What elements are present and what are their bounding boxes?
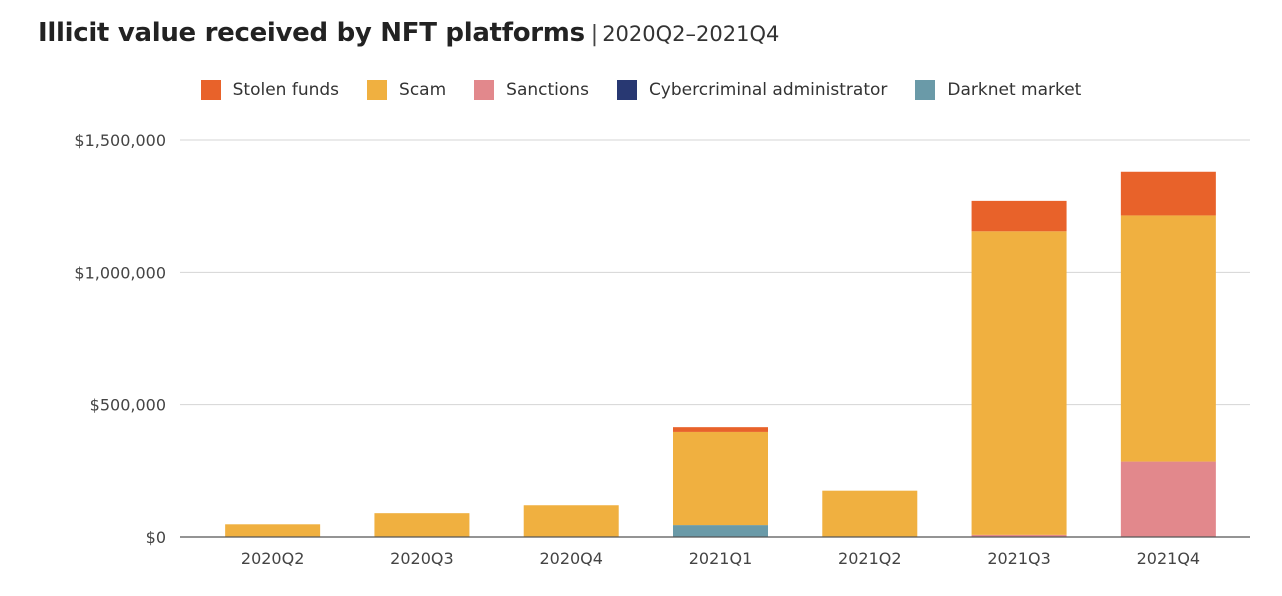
legend-item-darknet-market: Darknet market — [915, 80, 1081, 100]
y-tick-label: $0 — [146, 528, 166, 547]
chart-subtitle: 2020Q2–2021Q4 — [602, 22, 780, 46]
x-tick-label: 2021Q2 — [838, 549, 902, 568]
bar-scam-2021Q2 — [822, 490, 918, 537]
legend-label: Cybercriminal administrator — [648, 80, 888, 100]
bar-scam-2021Q1 — [673, 431, 768, 526]
bar-scam-2021Q4 — [1120, 215, 1216, 462]
chart-legend: Stolen funds Scam Sanctions Cybercriminal a… — [0, 80, 1282, 100]
y-tick-label: $500,000 — [90, 396, 166, 415]
legend-swatch — [200, 80, 221, 100]
legend-swatch — [474, 80, 495, 100]
x-tick-label: 2020Q4 — [539, 549, 603, 568]
x-tick-label: 2021Q3 — [987, 549, 1051, 568]
chart-title: Illicit value received by NFT platforms |… — [38, 18, 779, 48]
legend-label: Stolen funds — [232, 80, 340, 100]
bar-scam-2020Q3 — [374, 513, 470, 537]
bar-stolen-funds-2021Q3 — [971, 200, 1067, 232]
legend-swatch — [616, 80, 637, 100]
y-tick-label: $1,000,000 — [74, 263, 166, 282]
legend-item-cybercriminal-administrator: Cybercriminal administrator — [616, 80, 888, 100]
legend-item-scam: Scam — [367, 80, 446, 100]
title-separator: | — [590, 22, 599, 47]
bar-darknet-market-2021Q1 — [673, 525, 768, 537]
legend-label: Scam — [399, 80, 447, 100]
y-tick-label: $1,500,000 — [74, 131, 166, 150]
bar-scam-2020Q4 — [523, 505, 619, 537]
bar-sanctions-2021Q4 — [1120, 461, 1216, 537]
x-tick-label: 2020Q2 — [241, 549, 305, 568]
bar-sanctions-2021Q3 — [971, 534, 1067, 537]
legend-label: Sanctions — [506, 80, 589, 100]
bar-stolen-funds-2021Q1 — [673, 427, 768, 432]
legend-swatch — [915, 80, 936, 100]
legend-label: Darknet market — [947, 80, 1082, 100]
legend-swatch — [367, 80, 388, 100]
x-tick-label: 2020Q3 — [390, 549, 454, 568]
x-tick-label: 2021Q1 — [689, 549, 753, 568]
bar-scam-2020Q2 — [225, 524, 321, 537]
bar-scam-2021Q3 — [971, 231, 1067, 535]
legend-item-sanctions: Sanctions — [474, 80, 589, 100]
x-tick-label: 2021Q4 — [1137, 549, 1201, 568]
chart-title-main: Illicit value received by NFT platforms — [38, 18, 585, 48]
bar-stolen-funds-2021Q4 — [1120, 171, 1216, 216]
legend-item-stolen-funds: Stolen funds — [200, 80, 340, 100]
